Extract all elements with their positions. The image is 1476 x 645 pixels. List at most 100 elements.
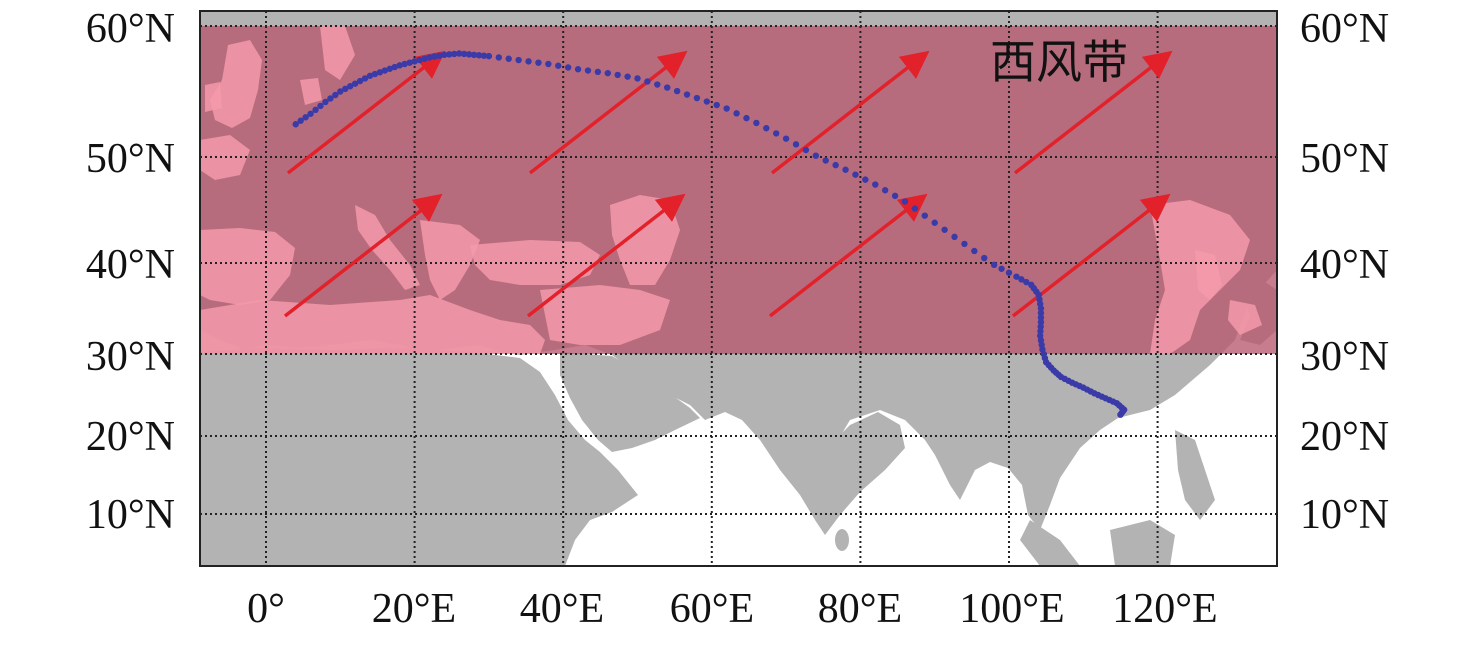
lon-label-0: 0° bbox=[247, 586, 285, 632]
track-point bbox=[347, 83, 354, 90]
track-point bbox=[371, 70, 379, 78]
track-point bbox=[431, 53, 438, 60]
track-point bbox=[644, 78, 651, 85]
wind-arrow bbox=[286, 50, 446, 175]
track-point bbox=[292, 121, 299, 128]
track-point bbox=[297, 117, 304, 124]
track-point bbox=[411, 58, 418, 65]
track-point bbox=[862, 176, 869, 183]
track-point bbox=[604, 69, 611, 77]
track-point bbox=[337, 88, 344, 95]
track-point bbox=[931, 219, 938, 226]
track-point bbox=[396, 62, 403, 69]
track-point bbox=[515, 56, 522, 64]
land-iberia bbox=[200, 228, 295, 305]
wind-arrow bbox=[770, 50, 930, 175]
track-point bbox=[470, 51, 478, 59]
track-point bbox=[495, 54, 503, 61]
track-point bbox=[312, 106, 319, 114]
lat-labels-right: 60°N 50°N 40°N 30°N 20°N 10°N bbox=[1300, 6, 1389, 538]
wind-arrow bbox=[768, 193, 928, 318]
lon-label-20e: 20°E bbox=[372, 586, 456, 632]
track-point bbox=[555, 62, 562, 69]
trajectory-track bbox=[292, 50, 1128, 418]
track-point bbox=[436, 52, 443, 59]
track-point bbox=[1037, 318, 1045, 326]
lon-label-80e: 80°E bbox=[818, 586, 902, 632]
lon-label-100e: 100°E bbox=[959, 586, 1064, 632]
track-point bbox=[921, 212, 928, 219]
track-point bbox=[951, 233, 958, 241]
lon-label-60e: 60°E bbox=[670, 586, 754, 632]
land-sri-lanka bbox=[835, 529, 849, 551]
track-point bbox=[381, 67, 389, 74]
track-point bbox=[356, 77, 364, 85]
track-point bbox=[366, 72, 374, 79]
track-point bbox=[1037, 314, 1045, 321]
map-layers bbox=[200, 11, 1277, 566]
lat-labels-left: 60°N 50°N 40°N 30°N 20°N 10°N bbox=[86, 6, 175, 538]
track-point bbox=[401, 60, 408, 68]
track-point bbox=[782, 135, 790, 142]
lat-label-right-10: 10°N bbox=[1300, 492, 1389, 538]
track-point bbox=[881, 187, 889, 194]
track-point bbox=[792, 141, 800, 148]
lat-label-left-30: 30°N bbox=[86, 334, 175, 380]
track-point bbox=[386, 65, 394, 72]
lat-label-left-40: 40°N bbox=[86, 242, 175, 288]
track-point bbox=[1117, 411, 1124, 418]
track-point bbox=[1037, 309, 1045, 317]
track-point bbox=[1023, 278, 1030, 286]
track-point bbox=[998, 265, 1005, 272]
wind-arrows bbox=[283, 50, 1173, 318]
track-point bbox=[664, 84, 671, 91]
track-point bbox=[981, 254, 988, 262]
track-point bbox=[416, 56, 423, 64]
track-point bbox=[564, 64, 572, 71]
land-india bbox=[760, 412, 905, 535]
track-point bbox=[673, 87, 681, 95]
track-point bbox=[1037, 328, 1044, 335]
track-point bbox=[802, 146, 810, 154]
land-levant bbox=[540, 285, 670, 345]
lon-labels: 0° 20°E 40°E 60°E 80°E 100°E 120°E bbox=[247, 586, 1218, 632]
land-denmark bbox=[300, 78, 322, 105]
land-philippines bbox=[1175, 430, 1215, 520]
track-point bbox=[332, 91, 339, 99]
track-point bbox=[480, 52, 488, 59]
track-point bbox=[451, 50, 458, 58]
land-sumatra bbox=[1020, 520, 1080, 566]
westerlies-band bbox=[200, 26, 1277, 354]
lat-label-right-60: 60°N bbox=[1300, 6, 1389, 52]
track-point bbox=[574, 66, 582, 73]
track-point bbox=[307, 110, 314, 117]
track-point bbox=[772, 130, 780, 137]
track-point bbox=[1013, 273, 1020, 280]
track-point bbox=[455, 50, 463, 57]
track-point bbox=[475, 52, 483, 59]
track-point bbox=[465, 51, 473, 58]
track-point bbox=[941, 226, 948, 233]
lat-label-right-30: 30°N bbox=[1300, 334, 1389, 380]
track-point bbox=[723, 105, 730, 112]
track-point bbox=[614, 71, 621, 79]
wind-arrow bbox=[283, 193, 443, 318]
track-point bbox=[505, 55, 512, 62]
track-point bbox=[872, 181, 879, 188]
lat-label-right-40: 40°N bbox=[1300, 242, 1389, 288]
land-africa bbox=[200, 348, 638, 566]
track-point bbox=[822, 157, 829, 164]
track-point bbox=[421, 55, 428, 62]
track-point bbox=[302, 114, 309, 121]
band-label: 西风带 bbox=[990, 35, 1128, 89]
track-point bbox=[693, 94, 701, 102]
land-arabia bbox=[560, 352, 700, 452]
track-point bbox=[911, 205, 919, 212]
track-point bbox=[327, 95, 334, 102]
track-point bbox=[441, 51, 448, 59]
lon-label-40e: 40°E bbox=[520, 586, 604, 632]
track-point bbox=[342, 85, 349, 93]
lat-label-left-20: 20°N bbox=[86, 414, 175, 460]
